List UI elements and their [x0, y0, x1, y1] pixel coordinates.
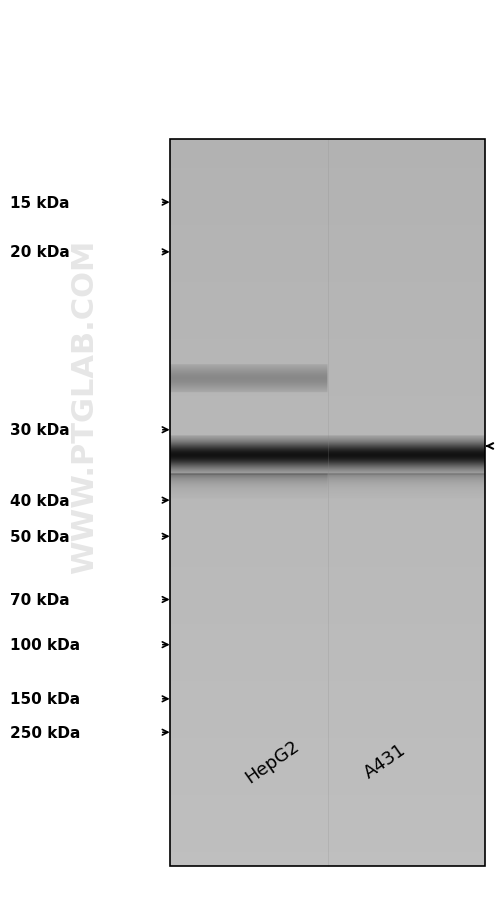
Text: 250 kDa: 250 kDa	[10, 725, 80, 740]
Text: WWW.PTGLAB.COM: WWW.PTGLAB.COM	[70, 239, 100, 573]
Text: 20 kDa: 20 kDa	[10, 245, 70, 260]
Bar	[170, 140, 485, 866]
Text: 40 kDa: 40 kDa	[10, 493, 70, 508]
Text: 50 kDa: 50 kDa	[10, 529, 70, 544]
Bar	[170, 140, 485, 866]
Text: 100 kDa: 100 kDa	[10, 638, 80, 652]
Text: A431: A431	[360, 741, 409, 782]
Text: 30 kDa: 30 kDa	[10, 423, 70, 437]
Text: 150 kDa: 150 kDa	[10, 692, 80, 706]
Text: 70 kDa: 70 kDa	[10, 593, 70, 607]
Text: HepG2: HepG2	[242, 736, 302, 787]
Text: 15 kDa: 15 kDa	[10, 196, 70, 210]
